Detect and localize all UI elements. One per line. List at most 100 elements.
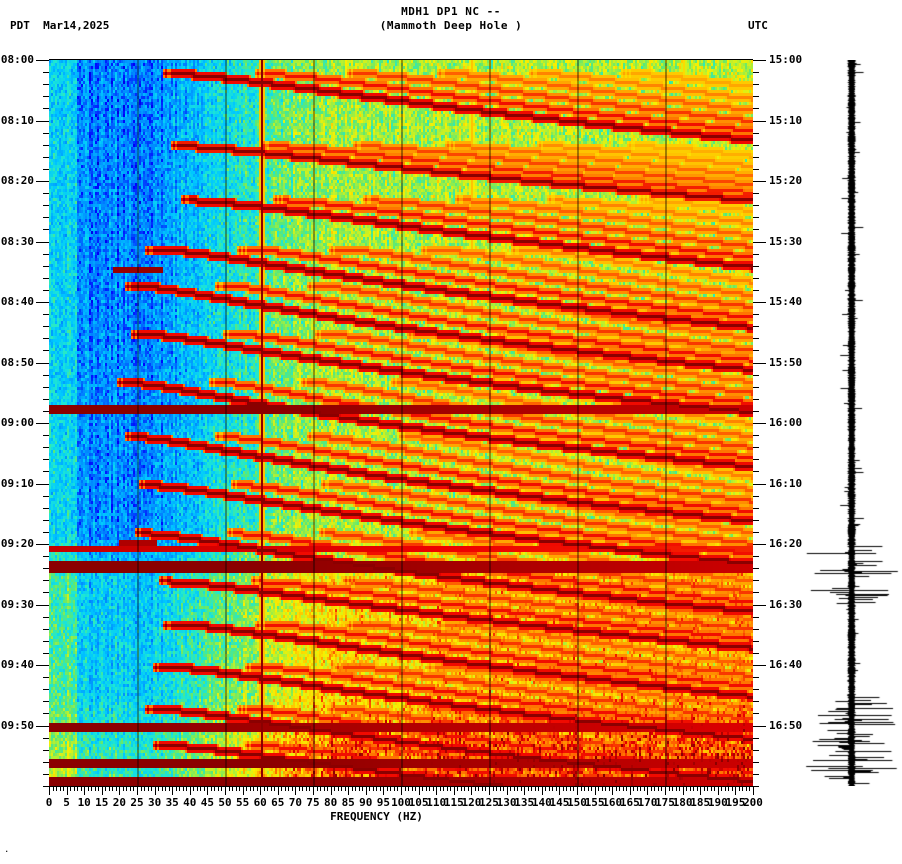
x-minor-tick xyxy=(348,787,350,791)
x-minor-tick xyxy=(429,787,431,791)
x-minor-tick xyxy=(151,787,153,791)
x-minor-tick xyxy=(415,787,417,791)
x-minor-tick xyxy=(464,787,466,791)
x-minor-tick xyxy=(49,787,50,791)
right-major-tick xyxy=(753,604,766,606)
x-minor-tick xyxy=(274,787,276,791)
x-major-tick xyxy=(84,787,86,795)
spectrogram-plot-area[interactable] xyxy=(49,60,753,786)
x-freq-label-160: 160 xyxy=(602,796,623,809)
x-minor-tick xyxy=(161,787,163,791)
x-minor-tick xyxy=(323,787,325,791)
x-minor-tick xyxy=(70,787,72,791)
x-minor-tick xyxy=(591,787,593,791)
page-subtitle: (Mammoth Deep Hole ) xyxy=(379,19,523,32)
x-major-tick xyxy=(629,787,631,795)
x-minor-tick xyxy=(383,787,385,791)
x-freq-label-125: 125 xyxy=(479,796,499,809)
x-minor-tick xyxy=(137,787,138,791)
x-minor-tick xyxy=(337,787,339,791)
right-minor-tick xyxy=(753,689,759,691)
left-major-tick xyxy=(36,604,49,606)
right-minor-tick xyxy=(753,568,759,570)
x-minor-tick xyxy=(341,787,343,791)
x-minor-tick xyxy=(393,787,395,791)
x-minor-tick xyxy=(298,787,300,791)
x-axis-title: FREQUENCY (HZ) xyxy=(330,810,423,823)
x-minor-tick xyxy=(196,787,198,791)
x-major-tick xyxy=(506,787,508,795)
x-minor-tick xyxy=(140,787,142,791)
x-freq-label-90: 90 xyxy=(359,796,373,809)
x-minor-tick xyxy=(56,787,58,791)
x-minor-tick xyxy=(753,787,754,791)
right-minor-tick xyxy=(753,507,759,509)
x-minor-tick xyxy=(246,787,248,791)
right-minor-tick xyxy=(753,120,759,122)
x-minor-tick xyxy=(693,787,695,791)
left-major-tick xyxy=(36,544,49,545)
x-minor-tick xyxy=(129,787,131,791)
x-minor-tick xyxy=(573,787,575,791)
x-minor-tick xyxy=(626,787,628,791)
x-major-tick xyxy=(577,787,578,795)
x-minor-tick xyxy=(643,787,645,791)
x-minor-tick xyxy=(714,787,716,791)
x-minor-tick xyxy=(661,787,663,791)
right-minor-tick xyxy=(753,338,759,340)
right-minor-tick xyxy=(753,314,759,316)
x-major-tick xyxy=(665,787,666,795)
left-time-label-0820: 08:20 xyxy=(0,174,34,187)
x-minor-tick xyxy=(503,787,505,791)
x-minor-tick xyxy=(98,787,100,791)
x-major-tick xyxy=(453,787,455,795)
x-minor-tick xyxy=(707,787,709,791)
x-minor-tick xyxy=(510,787,512,791)
x-minor-tick xyxy=(288,787,290,791)
x-minor-tick xyxy=(457,787,459,791)
x-minor-tick xyxy=(640,787,642,791)
x-minor-tick xyxy=(418,787,420,791)
x-freq-label-25: 25 xyxy=(130,796,144,809)
right-minor-tick xyxy=(753,132,759,134)
right-major-tick xyxy=(753,362,766,364)
right-minor-tick xyxy=(753,483,759,485)
x-minor-tick xyxy=(397,787,399,791)
page-title: MDH1 DP1 NC -- xyxy=(401,5,501,18)
x-minor-tick xyxy=(87,787,89,791)
x-major-tick xyxy=(594,787,596,795)
right-minor-tick xyxy=(753,677,759,679)
x-minor-tick xyxy=(689,787,691,791)
x-major-tick xyxy=(559,787,561,795)
x-minor-tick xyxy=(654,787,656,791)
x-minor-tick xyxy=(193,787,195,791)
x-minor-tick xyxy=(327,787,329,791)
x-minor-tick xyxy=(439,787,441,791)
x-minor-tick xyxy=(622,787,624,791)
x-major-tick xyxy=(313,787,314,795)
x-freq-label-35: 35 xyxy=(165,796,179,809)
x-major-tick xyxy=(101,787,103,795)
x-freq-label-0: 0 xyxy=(45,796,53,809)
right-minor-tick xyxy=(753,326,759,328)
right-minor-tick xyxy=(753,701,759,703)
x-minor-tick xyxy=(672,787,674,791)
seismogram-panel xyxy=(800,60,900,786)
x-minor-tick xyxy=(696,787,698,791)
right-minor-tick xyxy=(753,447,759,449)
x-minor-tick xyxy=(481,787,483,791)
x-minor-tick xyxy=(270,787,272,791)
date-label: Mar14,2025 xyxy=(43,19,110,32)
x-freq-label-110: 110 xyxy=(426,796,447,809)
right-minor-tick xyxy=(753,761,759,763)
x-minor-tick xyxy=(555,787,557,791)
x-minor-tick xyxy=(112,787,114,791)
x-minor-tick xyxy=(665,787,666,791)
x-minor-tick xyxy=(105,787,107,791)
left-major-tick xyxy=(36,60,49,61)
x-minor-tick xyxy=(263,787,265,791)
x-minor-tick xyxy=(552,787,554,791)
right-major-tick xyxy=(753,483,766,485)
x-minor-tick xyxy=(717,787,719,791)
x-minor-tick xyxy=(203,787,205,791)
